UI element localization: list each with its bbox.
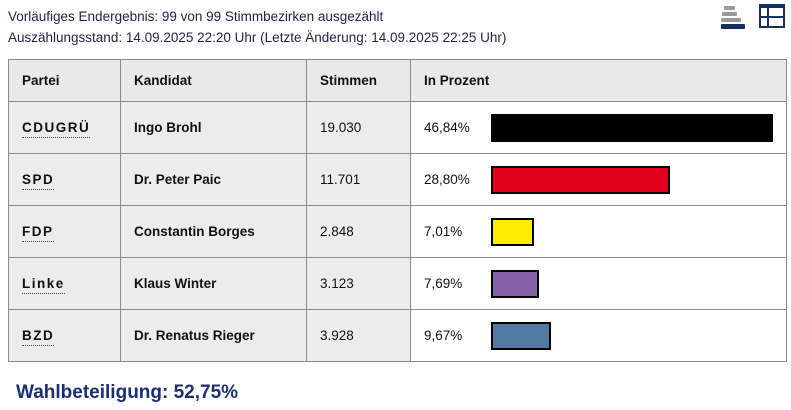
votes-cell: 3.928: [306, 309, 411, 362]
party-abbreviation[interactable]: SPD: [22, 172, 55, 190]
candidate-name: Dr. Peter Paic: [134, 172, 222, 187]
party-abbreviation[interactable]: BZD: [22, 328, 55, 346]
table-icon-cell: [761, 18, 767, 26]
percent-value: 46,84%: [424, 120, 470, 135]
candidate-name: Klaus Winter: [134, 276, 217, 291]
party-cell: FDP: [8, 205, 121, 258]
party-abbreviation[interactable]: Linke: [22, 276, 65, 294]
candidate-cell: Ingo Brohl: [120, 101, 307, 154]
result-bar: [491, 165, 670, 194]
candidate-cell: Constantin Borges: [120, 205, 307, 258]
table-row: SPD Dr. Peter Paic 11.701 28,80%: [8, 153, 787, 206]
candidate-cell: Klaus Winter: [120, 257, 307, 310]
votes-value: 19.030: [320, 120, 362, 135]
candidate-cell: Dr. Peter Paic: [120, 153, 307, 206]
candidate-name: Ingo Brohl: [134, 120, 202, 135]
count-status-line: Auszählungsstand: 14.09.2025 22:20 Uhr (…: [8, 30, 507, 45]
votes-cell: 3.123: [306, 257, 411, 310]
table-view-icon[interactable]: [759, 4, 785, 28]
results-table: Partei Kandidat Stimmen In Prozent CDUGR…: [8, 59, 787, 362]
column-header-stimmen: Stimmen: [306, 59, 411, 102]
candidate-name: Constantin Borges: [134, 224, 255, 239]
party-cell: CDUGRÜ: [8, 101, 121, 154]
result-bar: [491, 321, 551, 350]
votes-value: 3.928: [320, 328, 354, 343]
view-switcher: [721, 4, 785, 30]
bar-chart-view-icon[interactable]: [721, 4, 747, 30]
table-row: BZD Dr. Renatus Rieger 3.928 9,67%: [8, 309, 787, 362]
percent-value: 7,69%: [424, 276, 463, 291]
party-cell: Linke: [8, 257, 121, 310]
percent-cell: 9,67%: [410, 309, 787, 362]
percent-cell: 28,80%: [410, 153, 787, 206]
table-row: FDP Constantin Borges 2.848 7,01%: [8, 205, 787, 258]
votes-value: 11.701: [320, 172, 361, 187]
votes-cell: 11.701: [306, 153, 411, 206]
bar-chart-icon-bar: [724, 6, 735, 10]
percent-value: 28,80%: [424, 172, 470, 187]
percent-value: 9,67%: [424, 328, 463, 343]
column-header-kandidat: Kandidat: [120, 59, 307, 102]
table-row: CDUGRÜ Ingo Brohl 19.030 46,84%: [8, 101, 787, 154]
table-icon-cell: [761, 8, 767, 16]
percent-cell: 46,84%: [410, 101, 787, 154]
votes-cell: 2.848: [306, 205, 411, 258]
party-cell: SPD: [8, 153, 121, 206]
result-bar: [491, 113, 773, 142]
column-header-partei: Partei: [8, 59, 121, 102]
percent-value: 7,01%: [424, 224, 463, 239]
bar-chart-icon-bar: [721, 24, 745, 29]
bar-chart-icon-bar: [721, 18, 741, 22]
candidate-cell: Dr. Renatus Rieger: [120, 309, 307, 362]
votes-value: 3.123: [320, 276, 354, 291]
column-header-inprozent: In Prozent: [410, 59, 787, 102]
result-status-line: Vorläufiges Endergebnis: 99 von 99 Stimm…: [8, 9, 384, 24]
percent-cell: 7,01%: [410, 205, 787, 258]
result-bar: [491, 217, 535, 246]
table-icon-cell: [769, 18, 783, 26]
result-bar: [491, 269, 539, 298]
votes-cell: 19.030: [306, 101, 411, 154]
table-header-row: Partei Kandidat Stimmen In Prozent: [8, 59, 787, 102]
party-cell: BZD: [8, 309, 121, 362]
party-abbreviation[interactable]: FDP: [22, 224, 54, 242]
votes-value: 2.848: [320, 224, 354, 239]
bar-chart-icon-bar: [722, 12, 737, 16]
table-icon-cell: [769, 8, 783, 16]
candidate-name: Dr. Renatus Rieger: [134, 328, 255, 343]
table-row: Linke Klaus Winter 3.123 7,69%: [8, 257, 787, 310]
percent-cell: 7,69%: [410, 257, 787, 310]
party-abbreviation[interactable]: CDUGRÜ: [22, 120, 91, 138]
turnout-line: Wahlbeteiligung: 52,75%: [16, 382, 239, 403]
